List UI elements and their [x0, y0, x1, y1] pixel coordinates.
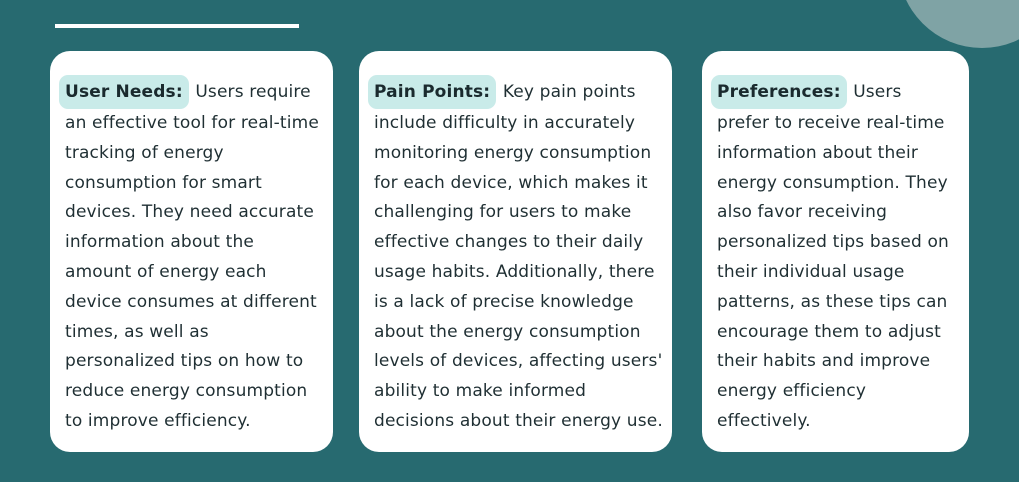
- decorative-corner-circle: [898, 0, 1019, 48]
- pain-points-text: Pain Points: Key pain points include dif…: [368, 75, 666, 437]
- top-divider-line: [55, 24, 299, 28]
- preferences-card: Preferences: Users prefer to receive rea…: [702, 51, 969, 452]
- preferences-label: Preferences:: [711, 75, 847, 109]
- user-needs-text: User Needs: Users require an effective t…: [59, 75, 323, 437]
- preferences-text: Preferences: Users prefer to receive rea…: [711, 75, 955, 437]
- user-needs-card: User Needs: Users require an effective t…: [50, 51, 333, 452]
- pain-points-body: Key pain points include difficulty in ac…: [374, 82, 663, 431]
- preferences-body: Users prefer to receive real-time inform…: [717, 82, 949, 431]
- pain-points-card: Pain Points: Key pain points include dif…: [359, 51, 672, 452]
- pain-points-label: Pain Points:: [368, 75, 497, 109]
- user-needs-label: User Needs:: [59, 75, 189, 109]
- user-needs-body: Users require an effective tool for real…: [65, 82, 319, 431]
